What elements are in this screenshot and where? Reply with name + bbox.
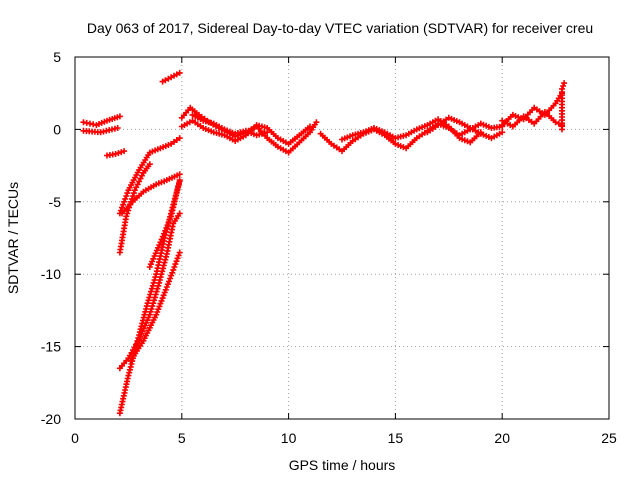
sat-arc-day-3 (189, 111, 271, 139)
x-tick-labels: 0 5 10 15 20 25 (71, 430, 617, 446)
sat-arc-day-2 (178, 117, 313, 147)
x-axis-label: GPS time / hours (289, 457, 396, 473)
axis-ticks (74, 56, 610, 420)
sat-arc-rise-c (119, 171, 183, 217)
sat-arc-top-markers (159, 69, 183, 85)
y-axis-label: SDTVAR / TECUs (5, 182, 21, 294)
sat-arc-late-3 (559, 80, 568, 133)
sat-arc-rise-f (127, 249, 183, 365)
sat-arc-mid-3-markers (424, 114, 506, 142)
sat-arc-rise-a (116, 135, 183, 217)
chart-title: Day 063 of 2017, Sidereal Day-to-day VTE… (87, 20, 593, 36)
plot-frame (74, 56, 610, 420)
sat-arc-early-band (80, 125, 121, 136)
sat-arc-late-2 (499, 109, 565, 130)
sat-arc-top (159, 69, 183, 85)
sat-arc-late-2-markers (499, 109, 565, 130)
y-tick-label: -5 (49, 194, 62, 210)
sat-arc-rise-g (146, 177, 183, 270)
x-tick-label: 25 (601, 430, 617, 446)
y-tick-label: 5 (53, 49, 61, 65)
sat-arc-dip (104, 148, 128, 159)
x-tick-label: 0 (71, 430, 79, 446)
x-tick-label: 10 (281, 430, 297, 446)
sat-arc-rise-g-markers (146, 177, 183, 270)
y-tick-label: 0 (53, 121, 61, 137)
sat-arc-early-high-markers (80, 113, 123, 129)
sat-arc-day-2-markers (178, 117, 313, 147)
y-tick-label: -20 (41, 411, 61, 427)
sat-arc-late-3-markers (559, 80, 568, 133)
x-tick-label: 5 (178, 430, 186, 446)
sat-arc-rise-c-markers (119, 171, 183, 217)
series-group (80, 69, 568, 417)
y-tick-label: -15 (41, 339, 61, 355)
sat-arc-early-high (80, 113, 123, 129)
sat-arc-early-band-markers (80, 125, 121, 136)
sat-arc-mid-2-markers (339, 116, 484, 146)
sat-arc-dip-markers (104, 148, 128, 159)
grid-lines (75, 57, 609, 419)
sat-arc-day-3-markers (189, 111, 271, 139)
sat-arc-mid-2 (339, 116, 484, 146)
sat-arc-rise-f-markers (127, 249, 183, 365)
sat-arc-mid-3 (424, 114, 506, 142)
y-tick-label: -10 (41, 266, 61, 282)
y-tick-labels: 5 0 -5 -10 -15 -20 (41, 49, 61, 427)
x-tick-label: 20 (494, 430, 510, 446)
x-tick-label: 15 (388, 430, 404, 446)
